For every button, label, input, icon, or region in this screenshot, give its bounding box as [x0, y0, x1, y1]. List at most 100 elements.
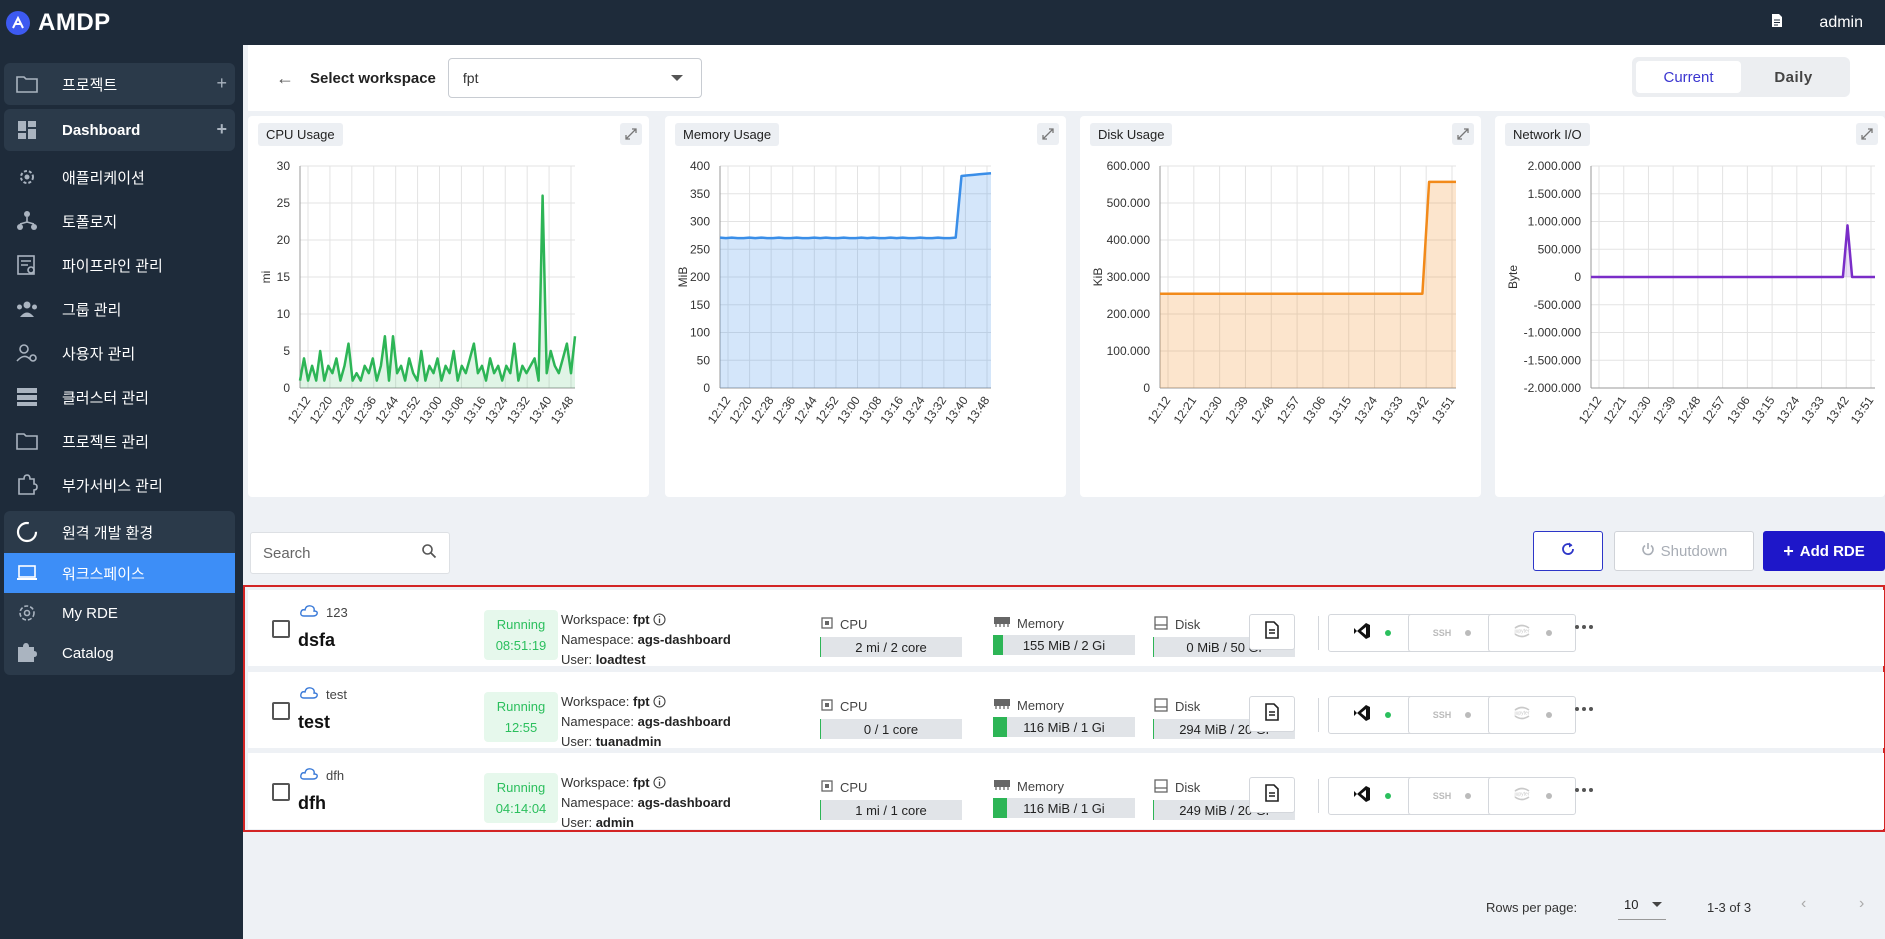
x-tick-label: 12:57: [1274, 393, 1303, 426]
sidebar-item-topology[interactable]: 토폴로지: [4, 199, 235, 243]
sidebar-item-label: 원격 개발 환경: [62, 524, 154, 542]
x-tick-label: 12:20: [307, 393, 336, 426]
row-checkbox[interactable]: [272, 783, 290, 801]
sidebar-item-pipeline[interactable]: 파이프라인 관리: [4, 243, 235, 287]
x-tick-label: 12:12: [1576, 393, 1605, 426]
search-input[interactable]: [263, 544, 413, 562]
jupyter-button[interactable]: jupyter: [1488, 696, 1576, 734]
plus-icon[interactable]: +: [216, 119, 227, 139]
log-button[interactable]: [1249, 614, 1295, 650]
y-tick-label: 1.500.000: [1528, 187, 1582, 201]
more-icon[interactable]: [1575, 707, 1593, 711]
y-tick-label: -1.500.000: [1524, 353, 1582, 367]
sidebar-item-project-management[interactable]: 프로젝트 관리: [4, 419, 235, 463]
y-tick-label: 300: [690, 215, 710, 229]
sidebar-item-my-rde[interactable]: My RDE: [4, 593, 235, 633]
disk-label: Disk: [1175, 780, 1201, 795]
shutdown-button[interactable]: Shutdown: [1614, 531, 1754, 571]
x-tick-label: 12:48: [1675, 393, 1704, 426]
y-axis-label: Byte: [1506, 265, 1520, 289]
x-tick-label: 12:30: [1196, 393, 1225, 426]
sidebar: 프로젝트 + Dashboard + 애플리케이션 토폴로지 파이프라인 관리 …: [0, 45, 243, 939]
document-icon: [1263, 702, 1281, 726]
network-chart: -2.000.000 -1.500.000 -1.000.000 -500.000 0 5…: [1506, 159, 1877, 426]
log-button[interactable]: [1249, 777, 1295, 813]
network-chart-card: -2.000.000 -1.500.000 -1.000.000 -500.000 0 5…: [1495, 116, 1885, 497]
table-row[interactable]: dfh dfh Running 04:14:04 Workspace: fpt …: [248, 753, 1884, 830]
sidebar-item-dashboard[interactable]: Dashboard +: [4, 109, 235, 151]
refresh-button[interactable]: [1533, 531, 1603, 571]
cloud-icon: [300, 686, 318, 703]
x-tick-label: 12:52: [394, 393, 423, 426]
sidebar-item-clusters[interactable]: 클러스터 관리: [4, 375, 235, 419]
workspace-key: Workspace:: [561, 775, 630, 790]
sidebar-item-addons[interactable]: 부가서비스 관리: [4, 463, 235, 507]
usage-fill: [1153, 800, 1155, 820]
row-checkbox[interactable]: [272, 702, 290, 720]
ssh-button[interactable]: SSH: [1408, 614, 1496, 652]
workspace-select[interactable]: fpt: [447, 58, 702, 98]
user-name[interactable]: admin: [1819, 13, 1863, 31]
rde-name[interactable]: dfh: [298, 793, 326, 813]
cpu-usage-text: 0 / 1 core: [863, 721, 919, 737]
ssh-button[interactable]: SSH: [1408, 777, 1496, 815]
usage-fill: [820, 719, 822, 739]
back-arrow-icon[interactable]: ←: [276, 67, 294, 88]
status-dot: [1385, 793, 1391, 799]
x-tick-label: 13:33: [1377, 393, 1406, 426]
sidebar-item-catalog[interactable]: Catalog: [4, 633, 235, 673]
plus-icon[interactable]: +: [216, 73, 227, 93]
table-row[interactable]: test test Running 12:55 Workspace: fpt N…: [248, 672, 1884, 749]
vscode-button[interactable]: [1328, 777, 1416, 815]
rde-name[interactable]: dsfa: [298, 630, 336, 650]
sidebar-item-projects[interactable]: 프로젝트 +: [4, 63, 235, 105]
jupyter-icon: jupyter: [1512, 703, 1532, 728]
ssh-button[interactable]: SSH: [1408, 696, 1496, 734]
sidebar-item-users[interactable]: 사용자 관리: [4, 331, 235, 375]
info-icon[interactable]: [653, 612, 666, 627]
series-line: [719, 171, 992, 240]
app-logo[interactable]: AMDP: [0, 9, 111, 37]
next-page-icon[interactable]: ›: [1859, 895, 1865, 912]
x-tick-label: 12:36: [351, 393, 380, 426]
row-checkbox[interactable]: [272, 620, 290, 638]
info-icon[interactable]: [653, 775, 666, 790]
expand-icon[interactable]: [1037, 123, 1059, 145]
toggle-daily[interactable]: Daily: [1774, 68, 1813, 86]
rows-per-page-value: 10: [1624, 897, 1639, 912]
sidebar-group-projects: 프로젝트 +: [4, 63, 235, 105]
info-icon[interactable]: [653, 694, 666, 709]
prev-page-icon[interactable]: ‹: [1801, 895, 1807, 912]
log-button[interactable]: [1249, 696, 1295, 732]
search-icon[interactable]: [421, 543, 437, 564]
expand-icon[interactable]: [1856, 123, 1878, 145]
more-icon[interactable]: [1575, 625, 1593, 629]
rows-per-page-select[interactable]: 10: [1618, 890, 1666, 920]
expand-icon[interactable]: [1452, 123, 1474, 145]
jupyter-button[interactable]: jupyter: [1488, 777, 1576, 815]
document-icon[interactable]: [1771, 13, 1783, 33]
sidebar-menu: 애플리케이션 토폴로지 파이프라인 관리 그룹 관리 사용자 관리 클러스터 관…: [4, 155, 235, 507]
caret-down-icon: [670, 75, 683, 81]
ssh-label: SSH: [1432, 628, 1452, 638]
vscode-button[interactable]: [1328, 696, 1416, 734]
rde-name[interactable]: test: [298, 712, 331, 732]
add-rde-button[interactable]: + Add RDE: [1763, 531, 1885, 571]
expand-icon[interactable]: [620, 123, 642, 145]
memory-usage-text: 116 MiB / 1 Gi: [1023, 800, 1105, 816]
sidebar-item-rde[interactable]: 원격 개발 환경: [4, 511, 235, 553]
vscode-button[interactable]: [1328, 614, 1416, 652]
toggle-current[interactable]: Current: [1636, 61, 1741, 93]
refresh-icon: [1560, 541, 1576, 562]
folder-icon: [14, 430, 40, 452]
sidebar-item-workspace[interactable]: 워크스페이스: [4, 553, 235, 593]
vscode-icon: [1353, 785, 1371, 808]
table-row[interactable]: 123 dsfa Running 08:51:19 Workspace: fpt…: [248, 590, 1884, 667]
more-icon[interactable]: [1575, 788, 1593, 792]
disk-usage-text: 249 MiB / 20 Gi: [1179, 802, 1269, 818]
sidebar-item-applications[interactable]: 애플리케이션: [4, 155, 235, 199]
disk-icon: [1153, 616, 1169, 633]
user-gear-icon: [14, 342, 40, 364]
jupyter-button[interactable]: jupyter: [1488, 614, 1576, 652]
sidebar-item-groups[interactable]: 그룹 관리: [4, 287, 235, 331]
